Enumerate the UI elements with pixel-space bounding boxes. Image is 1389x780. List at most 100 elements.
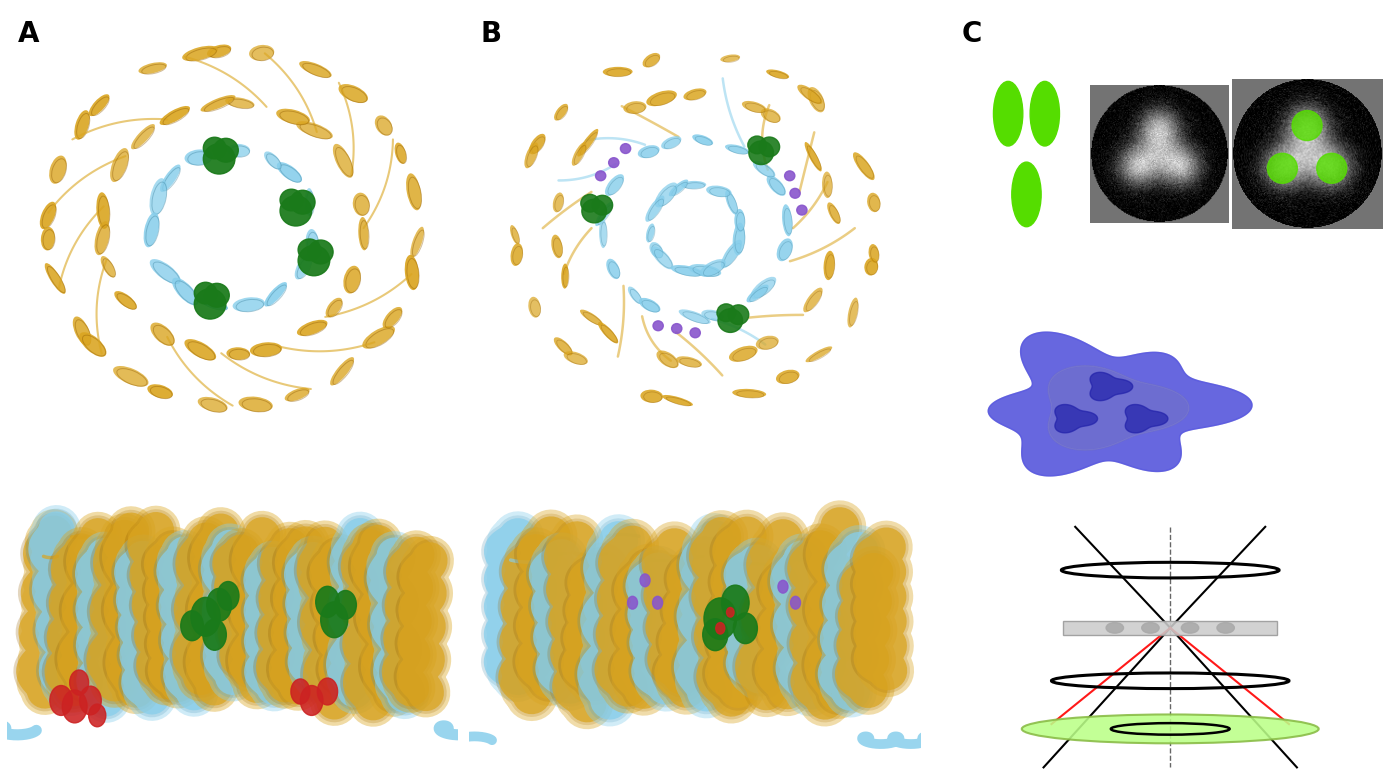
- Circle shape: [790, 597, 800, 609]
- Ellipse shape: [650, 242, 664, 258]
- Circle shape: [717, 304, 735, 321]
- Ellipse shape: [232, 297, 265, 312]
- Ellipse shape: [561, 264, 568, 289]
- Ellipse shape: [761, 108, 781, 123]
- Circle shape: [628, 597, 638, 609]
- Ellipse shape: [721, 239, 742, 268]
- Polygon shape: [1054, 405, 1097, 433]
- Text: B: B: [481, 20, 501, 48]
- Polygon shape: [1090, 372, 1132, 401]
- Text: A: A: [18, 20, 39, 48]
- Ellipse shape: [624, 101, 646, 114]
- Ellipse shape: [285, 388, 310, 402]
- Ellipse shape: [676, 356, 701, 367]
- Ellipse shape: [297, 320, 328, 336]
- Ellipse shape: [706, 186, 732, 197]
- Ellipse shape: [725, 144, 749, 154]
- Circle shape: [214, 138, 239, 162]
- Ellipse shape: [732, 389, 767, 398]
- Ellipse shape: [343, 266, 361, 293]
- Ellipse shape: [131, 124, 156, 149]
- Ellipse shape: [640, 390, 663, 402]
- Ellipse shape: [853, 152, 875, 180]
- Circle shape: [1292, 111, 1322, 140]
- Ellipse shape: [572, 142, 586, 166]
- Ellipse shape: [525, 142, 539, 168]
- Ellipse shape: [197, 397, 228, 413]
- Circle shape: [194, 289, 226, 319]
- Ellipse shape: [89, 94, 110, 116]
- Circle shape: [89, 704, 106, 727]
- Ellipse shape: [679, 310, 711, 324]
- Circle shape: [203, 619, 226, 651]
- Ellipse shape: [756, 335, 779, 349]
- Ellipse shape: [225, 98, 254, 108]
- Circle shape: [290, 679, 310, 704]
- Circle shape: [715, 622, 725, 634]
- Ellipse shape: [72, 317, 92, 346]
- Ellipse shape: [333, 144, 353, 178]
- Ellipse shape: [143, 212, 160, 247]
- Circle shape: [703, 619, 728, 651]
- Ellipse shape: [864, 258, 878, 275]
- Ellipse shape: [353, 193, 369, 216]
- Circle shape: [621, 144, 631, 154]
- Circle shape: [592, 195, 613, 215]
- Ellipse shape: [701, 310, 724, 321]
- Ellipse shape: [847, 297, 858, 328]
- Circle shape: [582, 199, 607, 223]
- Ellipse shape: [276, 108, 310, 125]
- Text: C: C: [961, 20, 982, 48]
- Ellipse shape: [239, 396, 272, 412]
- Ellipse shape: [824, 250, 835, 280]
- Ellipse shape: [867, 193, 881, 212]
- Ellipse shape: [628, 286, 642, 304]
- Ellipse shape: [139, 62, 167, 74]
- Circle shape: [1031, 81, 1060, 146]
- Ellipse shape: [114, 291, 138, 310]
- Ellipse shape: [606, 174, 624, 196]
- Circle shape: [281, 190, 303, 211]
- Ellipse shape: [767, 176, 786, 196]
- Ellipse shape: [147, 385, 174, 399]
- Ellipse shape: [599, 218, 607, 248]
- Ellipse shape: [264, 151, 282, 169]
- Ellipse shape: [1022, 714, 1318, 743]
- Circle shape: [290, 190, 315, 214]
- Ellipse shape: [639, 298, 660, 313]
- Ellipse shape: [750, 277, 776, 299]
- Ellipse shape: [646, 224, 654, 243]
- Ellipse shape: [528, 296, 540, 317]
- Ellipse shape: [410, 227, 424, 257]
- Ellipse shape: [646, 196, 664, 222]
- Ellipse shape: [767, 69, 789, 79]
- Ellipse shape: [669, 179, 688, 197]
- Circle shape: [749, 141, 774, 165]
- Ellipse shape: [554, 337, 572, 356]
- Polygon shape: [1125, 405, 1168, 433]
- Circle shape: [797, 205, 807, 215]
- Circle shape: [335, 590, 357, 619]
- Ellipse shape: [113, 366, 149, 387]
- Ellipse shape: [394, 143, 407, 164]
- Circle shape: [190, 597, 221, 636]
- Ellipse shape: [511, 243, 522, 266]
- Circle shape: [308, 240, 333, 264]
- Ellipse shape: [746, 285, 768, 303]
- Circle shape: [640, 574, 650, 587]
- Circle shape: [203, 144, 235, 174]
- Circle shape: [728, 305, 749, 324]
- Circle shape: [653, 321, 664, 331]
- Ellipse shape: [692, 134, 713, 145]
- Ellipse shape: [803, 288, 822, 312]
- Ellipse shape: [807, 87, 825, 112]
- Ellipse shape: [160, 165, 181, 192]
- Ellipse shape: [172, 278, 199, 305]
- Polygon shape: [1049, 366, 1189, 450]
- Ellipse shape: [578, 129, 599, 157]
- Circle shape: [79, 686, 101, 714]
- Circle shape: [203, 137, 226, 159]
- Ellipse shape: [44, 263, 65, 294]
- Ellipse shape: [264, 282, 288, 307]
- Ellipse shape: [358, 217, 368, 250]
